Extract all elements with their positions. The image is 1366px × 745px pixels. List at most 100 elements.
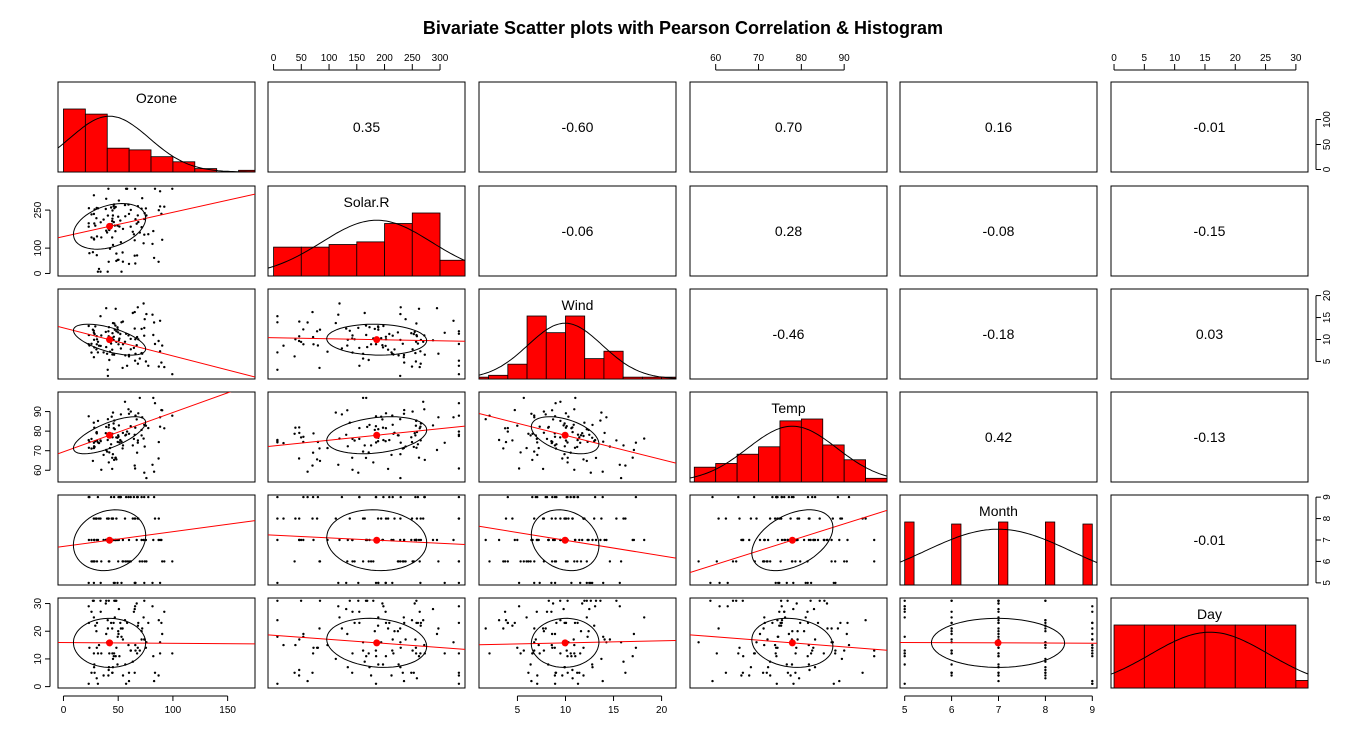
scatter-point bbox=[140, 495, 143, 499]
scatter-point bbox=[457, 359, 461, 362]
scatter-point bbox=[171, 373, 174, 376]
scatter-point bbox=[839, 517, 842, 520]
scatter-point bbox=[873, 655, 876, 658]
scatter-point bbox=[513, 621, 516, 625]
scatter-point bbox=[399, 453, 402, 456]
scatter-point bbox=[87, 438, 90, 442]
scatter-point bbox=[525, 560, 528, 563]
scatter-point bbox=[106, 627, 110, 630]
scatter-point bbox=[95, 538, 99, 542]
histogram-bar bbox=[622, 376, 643, 380]
scatter-point bbox=[903, 655, 906, 658]
scatter-point bbox=[121, 638, 125, 641]
scatter-point bbox=[419, 581, 422, 585]
scatter-point bbox=[457, 495, 461, 499]
scatter-point bbox=[297, 339, 301, 343]
histogram-bar bbox=[1295, 680, 1309, 689]
scatter-point bbox=[127, 412, 131, 415]
scatter-point bbox=[346, 344, 349, 347]
scatter-point bbox=[132, 437, 136, 441]
scatter-point bbox=[738, 646, 741, 649]
scatter-point bbox=[542, 630, 546, 633]
scatter-point bbox=[527, 671, 530, 674]
tick-label: 15 bbox=[1322, 312, 1333, 324]
histogram-bar bbox=[1204, 624, 1236, 689]
scatter-point bbox=[119, 347, 123, 350]
scatter-point bbox=[504, 619, 508, 622]
scatter-point bbox=[119, 495, 122, 499]
scatter-point bbox=[92, 616, 96, 619]
scatter-point bbox=[152, 333, 155, 337]
scatter-point bbox=[384, 610, 387, 613]
scatter-point bbox=[414, 424, 418, 427]
scatter-point bbox=[111, 332, 114, 335]
scatter-point bbox=[762, 627, 765, 630]
scatter-point bbox=[143, 233, 146, 236]
scatter-point bbox=[399, 374, 402, 378]
scatter-point bbox=[136, 214, 139, 217]
scatter-point bbox=[137, 412, 140, 415]
scatter-point bbox=[602, 581, 605, 585]
scatter-point bbox=[92, 517, 96, 520]
scatter-point bbox=[804, 581, 807, 585]
scatter-point bbox=[119, 413, 123, 416]
scatter-point bbox=[806, 655, 809, 658]
scatter-point bbox=[718, 605, 721, 608]
scatter-point bbox=[348, 599, 351, 602]
mean-point bbox=[561, 431, 569, 439]
scatter-point bbox=[123, 517, 127, 520]
variable-label-day: Day bbox=[1197, 606, 1222, 622]
scatter-point bbox=[111, 217, 114, 220]
scatter-point bbox=[579, 630, 583, 633]
scatter-point bbox=[358, 346, 361, 350]
scatter-point bbox=[766, 538, 770, 542]
scatter-point bbox=[345, 433, 348, 436]
scatter-point bbox=[369, 444, 373, 447]
scatter-point bbox=[541, 517, 545, 520]
scatter-point bbox=[364, 324, 368, 327]
scatter-point bbox=[367, 358, 370, 362]
scatter-point bbox=[351, 671, 354, 674]
scatter-point bbox=[737, 495, 740, 499]
scatter-wind-vs-solar-r bbox=[268, 302, 465, 378]
scatter-point bbox=[752, 652, 756, 655]
tick-label: 70 bbox=[33, 445, 44, 457]
tick-label: 0 bbox=[1322, 166, 1333, 172]
scatter-point bbox=[111, 671, 114, 674]
mean-point bbox=[106, 222, 114, 230]
scatter-point bbox=[140, 327, 143, 331]
scatter-point bbox=[403, 538, 406, 542]
scatter-point bbox=[338, 616, 341, 619]
scatter-point bbox=[90, 671, 93, 674]
scatter-point bbox=[806, 610, 809, 613]
scatter-point bbox=[1044, 657, 1047, 661]
scatter-point bbox=[104, 330, 108, 334]
scatter-point bbox=[519, 652, 522, 655]
mean-point bbox=[788, 536, 796, 544]
scatter-point bbox=[839, 621, 842, 625]
scatter-point bbox=[372, 461, 375, 464]
scatter-point bbox=[135, 254, 139, 257]
scatter-point bbox=[417, 456, 421, 459]
scatter-point bbox=[538, 652, 541, 655]
scatter-point bbox=[997, 663, 1000, 666]
scatter-point bbox=[119, 438, 122, 442]
scatter-point bbox=[143, 599, 146, 602]
scatter-point bbox=[634, 495, 638, 499]
scatter-point bbox=[573, 621, 577, 625]
scatter-point bbox=[282, 517, 285, 520]
scatter-point bbox=[847, 643, 851, 647]
scatter-point bbox=[643, 538, 646, 542]
scatter-point bbox=[553, 581, 557, 585]
scatter-point bbox=[488, 652, 491, 655]
scatter-point bbox=[399, 306, 402, 309]
scatter-point bbox=[571, 517, 574, 520]
histogram-bar bbox=[1045, 521, 1056, 586]
scatter-point bbox=[796, 630, 799, 633]
scatter-point bbox=[418, 365, 421, 369]
scatter-point bbox=[337, 463, 340, 466]
scatter-day-vs-temp bbox=[690, 599, 887, 685]
scatter-point bbox=[502, 627, 505, 630]
scatter-point bbox=[506, 621, 509, 625]
scatter-point bbox=[550, 409, 554, 412]
